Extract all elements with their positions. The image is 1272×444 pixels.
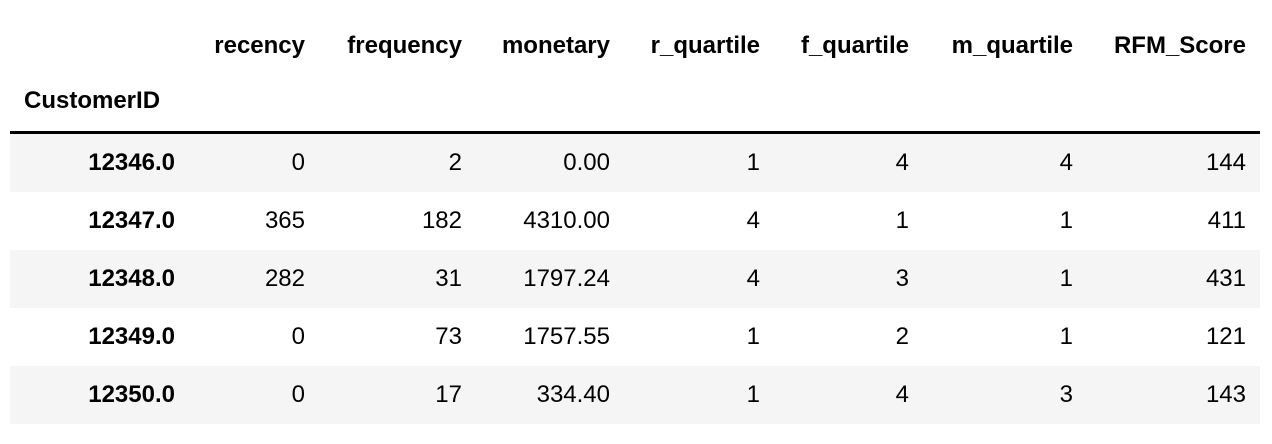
cell-f-quartile: 4 (895, 381, 909, 408)
table-row: 12348.0 282 31 1797.24 4 3 1 431 (10, 250, 1260, 308)
cell-recency: 282 (264, 265, 305, 292)
column-header-monetary: monetary (501, 32, 610, 59)
cell-r-quartile: 1 (746, 149, 760, 176)
cell-monetary: 0.00 (563, 149, 610, 176)
cell-m-quartile: 3 (1059, 381, 1073, 408)
cell-rfm-score: 411 (1207, 207, 1246, 234)
cell-f-quartile: 1 (895, 207, 909, 234)
rfm-table: recency frequency monetary r_quartile f_… (10, 21, 1260, 424)
cell-r-quartile: 1 (746, 323, 760, 350)
cell-rfm-score: 144 (1205, 149, 1246, 176)
cell-f-quartile: 3 (895, 265, 909, 292)
row-index: 12346.0 (88, 149, 175, 176)
column-header-f-quartile: f_quartile (800, 32, 909, 59)
column-header-m-quartile: m_quartile (951, 32, 1073, 59)
cell-recency: 0 (291, 149, 305, 176)
cell-recency: 0 (291, 323, 305, 350)
cell-frequency: 17 (435, 381, 462, 408)
cell-recency: 0 (291, 381, 305, 408)
cell-r-quartile: 4 (746, 265, 760, 292)
row-index: 12348.0 (88, 265, 175, 292)
table-row: 12349.0 0 73 1757.55 1 2 1 121 (10, 308, 1260, 366)
column-header-r-quartile: r_quartile (650, 32, 760, 59)
cell-frequency: 73 (435, 323, 462, 350)
table-row: 12347.0 365 182 4310.00 4 1 1 411 (10, 192, 1260, 250)
cell-monetary: 1757.55 (523, 323, 610, 350)
row-index: 12347.0 (88, 207, 175, 234)
index-name: CustomerID (10, 71, 189, 134)
cell-frequency: 182 (421, 207, 462, 234)
cell-rfm-score: 143 (1205, 381, 1246, 408)
cell-monetary: 1797.24 (523, 265, 610, 292)
cell-r-quartile: 4 (746, 207, 760, 234)
column-header-rfm-score: RFM_Score (1113, 32, 1246, 59)
table-row: 12350.0 0 17 334.40 1 4 3 143 (10, 366, 1260, 424)
column-header-row: recency frequency monetary r_quartile f_… (10, 21, 1260, 71)
cell-frequency: 31 (435, 265, 462, 292)
cell-m-quartile: 1 (1059, 207, 1073, 234)
cell-rfm-score: 121 (1205, 323, 1246, 350)
table-row: 12346.0 0 2 0.00 1 4 4 144 (10, 132, 1260, 192)
cell-recency: 365 (264, 207, 305, 234)
cell-rfm-score: 431 (1205, 265, 1246, 292)
index-header-blank (10, 21, 189, 71)
cell-monetary: 4310.00 (523, 207, 610, 234)
row-index: 12350.0 (88, 381, 175, 408)
row-index: 12349.0 (88, 323, 175, 350)
index-name-row: CustomerID (10, 71, 1260, 134)
cell-r-quartile: 1 (746, 381, 760, 408)
cell-f-quartile: 2 (895, 323, 909, 350)
cell-m-quartile: 4 (1059, 149, 1073, 176)
cell-monetary: 334.40 (536, 381, 610, 408)
cell-m-quartile: 1 (1059, 323, 1073, 350)
cell-frequency: 2 (448, 149, 462, 176)
column-header-frequency: frequency (347, 32, 462, 59)
column-header-recency: recency (214, 32, 305, 59)
cell-f-quartile: 4 (895, 149, 909, 176)
cell-m-quartile: 1 (1059, 265, 1073, 292)
